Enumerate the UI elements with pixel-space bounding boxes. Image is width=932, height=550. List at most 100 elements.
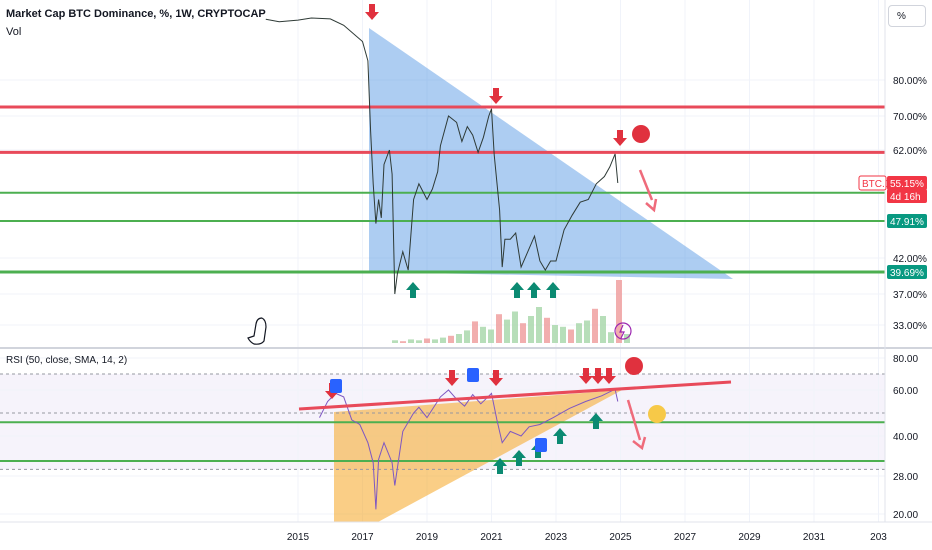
volume-bar [440, 337, 446, 343]
rsi-tick-label: 20.00 [893, 510, 918, 521]
projection-arrow [638, 169, 658, 213]
volume-bar [552, 325, 558, 343]
volume-bar [584, 320, 590, 343]
level-price-tag: 39.69% [890, 268, 924, 279]
volume-bars [392, 280, 630, 343]
level-price-tag-bg [887, 265, 927, 279]
up-arrow-marker [589, 413, 603, 429]
volume-bar [544, 317, 550, 343]
angry-face-icon [632, 125, 650, 143]
down-arrow-marker [489, 88, 503, 104]
volume-bar [408, 339, 414, 343]
time-tick-label: 2031 [803, 532, 826, 543]
countdown-tag-bg [887, 189, 927, 203]
volume-bar [472, 321, 478, 343]
up-arrow-marker [546, 282, 560, 298]
up-arrow-marker [406, 282, 420, 298]
down-arrow-marker [365, 4, 379, 20]
volume-bar [512, 311, 518, 343]
price-tick-label: 70.00% [893, 112, 927, 123]
volume-bar [496, 314, 502, 343]
price-tick-label: 33.00% [893, 321, 927, 332]
down-arrow-marker [489, 370, 503, 386]
time-tick-label: 2021 [480, 532, 503, 543]
volume-bar [400, 341, 406, 343]
price-axis-labels: BTC.D55.15% 4d 16h 47.91% 39.69% [858, 175, 927, 279]
rsi-series-line [319, 388, 619, 510]
projection-arrow [626, 399, 647, 451]
volume-bar [616, 280, 622, 343]
time-tick-label: 2023 [545, 532, 568, 543]
volume-bar [432, 339, 438, 343]
badge-icon [535, 438, 547, 452]
countdown-tag: 4d 16h [890, 192, 921, 203]
time-tick-label: 2015 [287, 532, 310, 543]
time-tick-label: 203 [870, 532, 887, 543]
time-axis[interactable]: 2015 2017 2019 2021 2023 2025 2027 2029 2031 203 [287, 532, 887, 543]
horizontal-levels[interactable] [0, 105, 885, 470]
down-arrow-marker [579, 368, 593, 384]
volume-bar [528, 316, 534, 343]
up-arrow-marker [553, 428, 567, 444]
last-price-tag-bg [887, 176, 927, 190]
rsi-indicator-label[interactable]: RSI (50, close, SMA, 14, 2) [6, 355, 128, 366]
up-arrow-marker [512, 450, 526, 466]
down-arrow-marker [445, 370, 459, 386]
time-tick-label: 2029 [738, 532, 761, 543]
rsi-axis[interactable]: 80.00 60.00 40.00 28.00 20.00 [893, 354, 918, 521]
volume-bar [488, 329, 494, 343]
volume-bar [576, 323, 582, 343]
price-tick-label: 80.00% [893, 76, 927, 87]
volume-bar [504, 319, 510, 343]
price-axis[interactable]: 80.00% 70.00% 62.00% 42.00% 37.00% 33.00% [893, 76, 927, 332]
volume-bar [600, 316, 606, 343]
rsi-tick-label: 28.00 [893, 472, 918, 483]
ticker-tag: BTC.D [862, 179, 892, 190]
rsi-tick-label: 40.00 [893, 432, 918, 443]
lightning-icon [619, 324, 625, 339]
volume-bar [456, 334, 462, 343]
last-price-tag: 55.15% [890, 179, 924, 190]
volume-bar [464, 330, 470, 343]
rsi-tick-label: 80.00 [893, 354, 918, 365]
down-arrow-marker [602, 368, 616, 384]
volume-bar [520, 323, 526, 343]
volume-bar [392, 340, 398, 343]
chart-title[interactable]: Market Cap BTC Dominance, %, 1W, CRYPTOC… [6, 8, 266, 20]
time-tick-label: 2019 [416, 532, 439, 543]
level-price-tag: 47.91% [890, 217, 924, 228]
down-arrow-marker [591, 368, 605, 384]
up-arrow-marker [527, 282, 541, 298]
angry-face-icon [625, 357, 643, 375]
ticker-tag-bg [858, 175, 887, 191]
monocle-face-icon [648, 405, 666, 423]
volume-bar [448, 335, 454, 343]
price-series-line [265, 17, 619, 295]
up-arrow-marker [493, 458, 507, 474]
volume-bar [536, 307, 542, 343]
rsi-resistance-trendline[interactable] [298, 380, 732, 411]
price-tick-label: 42.00% [893, 254, 927, 265]
scale-unit-button[interactable]: % [888, 5, 926, 27]
volume-indicator-label[interactable]: Vol [6, 26, 22, 38]
dinosaur-icon [247, 317, 267, 345]
time-tick-label: 2017 [351, 532, 374, 543]
annotation-markers [247, 4, 666, 474]
up-arrow-marker [510, 282, 524, 298]
price-tick-label: 62.00% [893, 146, 927, 157]
volume-bar [592, 308, 598, 343]
down-arrow-marker [613, 130, 627, 146]
rsi-tick-label: 60.00 [893, 386, 918, 397]
volume-bar [416, 340, 422, 343]
volume-bar [568, 329, 574, 343]
time-tick-label: 2027 [674, 532, 697, 543]
time-tick-label: 2025 [609, 532, 632, 543]
volume-bar [424, 338, 430, 343]
badge-icon [467, 368, 479, 382]
lightning-icon [614, 322, 632, 340]
badge-icon [330, 379, 342, 393]
level-price-tag-bg [887, 214, 927, 228]
volume-bar [480, 326, 486, 343]
volume-bar [560, 326, 566, 343]
